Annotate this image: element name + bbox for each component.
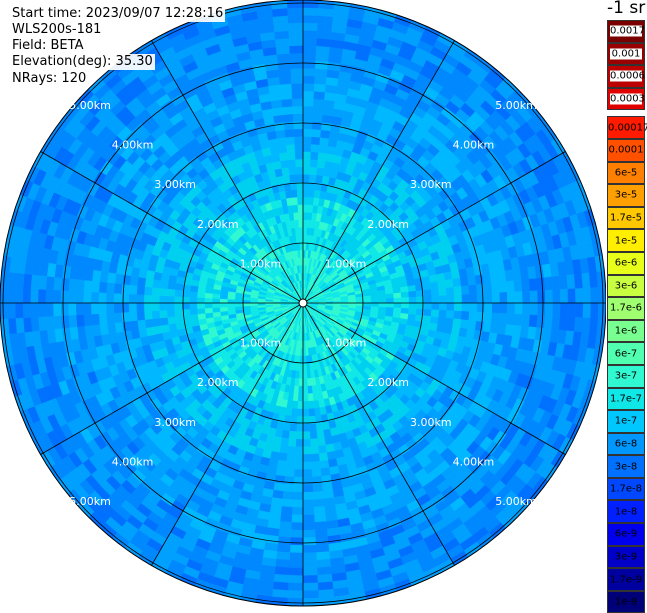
range-ring-label: 5.00km <box>69 99 111 112</box>
range-ring-label: 2.00km <box>197 218 239 231</box>
colorbar-label: 1e-6 <box>614 325 638 337</box>
azimuth-spoke <box>40 302 304 455</box>
colorbar-label: 1.7e-9 <box>609 574 643 586</box>
colorbar-swatch: 1.7e-6 <box>607 297 645 320</box>
colorbar-swatch: 0.00017 <box>607 116 647 139</box>
colorbar-swatch: 3e-5 <box>607 184 645 207</box>
colorbar-swatch: 0.0001 <box>607 138 645 162</box>
colorbar-swatch: 6e-7 <box>607 342 645 365</box>
colorbar-label: 3e-6 <box>614 280 638 292</box>
colorbar-swatch: 3e-7 <box>607 364 645 388</box>
azimuth-spoke <box>302 302 455 566</box>
range-ring-label: 2.00km <box>367 218 409 231</box>
colorbar-label: 6e-9 <box>614 528 638 540</box>
colorbar-swatch: 1.7e-5 <box>607 206 645 230</box>
radar-center-marker <box>298 298 308 308</box>
colorbar-swatch: 3e-6 <box>607 274 645 298</box>
colorbar-swatch: 1.7e-9 <box>607 568 645 591</box>
colorbar-label: 1.7e-6 <box>609 302 643 314</box>
polar-radar-display: 1.00km 1.00km 1.00km 1.00km 2.00km 2.00km 2.00… <box>0 0 606 607</box>
colorbar-swatch: 6e-9 <box>607 523 645 546</box>
colorbar-label: 0.0001 <box>608 144 644 156</box>
colorbar-swatch: 0.0003 <box>607 87 645 111</box>
range-ring-label: 5.00km <box>495 495 537 508</box>
azimuth-spoke <box>302 40 455 304</box>
range-ring-label: 4.00km <box>112 139 154 152</box>
colorbar-label: 6e-8 <box>614 438 638 450</box>
start-time-label: Start time: 2023/09/07 12:28:16 <box>10 6 226 22</box>
colorbar-label: 3e-9 <box>614 551 638 563</box>
colorbar-swatch: 1.7e-8 <box>607 477 645 501</box>
range-ring-label: 5.00km <box>69 495 111 508</box>
colorbar-label: 1.7e-8 <box>609 483 643 495</box>
colorbar-label: 0.001 <box>610 48 642 60</box>
colorbar-swatch: 6e-6 <box>607 251 645 275</box>
colorbar-label: 1e-7 <box>614 415 638 427</box>
range-ring-label: 2.00km <box>367 376 409 389</box>
azimuth-spoke <box>151 302 304 566</box>
range-ring-label: 5.00km <box>495 99 537 112</box>
colorbar-label: 6e-6 <box>614 257 638 269</box>
range-ring-label: 3.00km <box>154 178 196 191</box>
range-ring-label: 1.00km <box>325 257 367 270</box>
colorbar-label: 6e-7 <box>614 348 638 360</box>
colorbar-label: 1.7e-5 <box>609 212 643 224</box>
colorbar-swatch: 1e-8 <box>607 500 645 524</box>
colorbar-label: 1e-8 <box>614 506 638 518</box>
elevation-label: Elevation(deg): 35.30 <box>10 54 155 70</box>
range-ring-label: 3.00km <box>154 416 196 429</box>
colorbar-label: 1e-9 <box>614 596 638 608</box>
colorbar-unit: -1 sr <box>607 0 646 18</box>
range-ring-label: 1.00km <box>240 257 282 270</box>
colorbar-swatch: 0.0017 <box>607 20 645 43</box>
nrays-label: NRays: 120 <box>10 71 89 87</box>
range-ring-label: 4.00km <box>112 456 154 469</box>
colorbar-swatch: 1e-7 <box>607 410 645 433</box>
range-ring-label: 1.00km <box>325 337 367 350</box>
azimuth-spoke <box>302 151 566 304</box>
range-ring-label: 4.00km <box>453 139 495 152</box>
colorbar-swatch: 1e-5 <box>607 229 645 252</box>
colorbar-swatch: 0.001 <box>607 42 645 66</box>
colorbar-swatch: 1e-9 <box>607 590 645 613</box>
colorbar-swatch: 1.7e-7 <box>607 387 645 411</box>
range-ring-label: 1.00km <box>240 337 282 350</box>
colorbar-label: 1.7e-7 <box>609 393 643 405</box>
colorbar-label: 3e-5 <box>614 189 638 201</box>
azimuth-spoke <box>151 40 304 304</box>
colorbar-label: 0.0003 <box>610 93 645 105</box>
colorbar-swatch: 6e-8 <box>607 432 645 456</box>
colorbar-label: 1e-5 <box>614 235 638 247</box>
radar-data-bins <box>0 0 606 607</box>
azimuth-spoke <box>302 302 566 455</box>
colorbar-swatch: 3e-9 <box>607 545 645 569</box>
field-label: Field: BETA <box>10 38 86 54</box>
colorbar-label: 3e-8 <box>614 461 638 473</box>
colorbar-label: 0.00017 <box>608 122 647 134</box>
instrument-label: WLS200s-181 <box>10 22 104 38</box>
colorbar-label: 3e-7 <box>614 370 638 382</box>
azimuth-spoke <box>40 151 304 304</box>
colorbar-swatch: 6e-5 <box>607 161 645 185</box>
colorbar-swatch: 3e-8 <box>607 455 645 478</box>
colorbar-legend: 0.0017 0.001 0.0006 0.0003 0.00017 0.0001 6e-5… <box>607 20 647 613</box>
range-ring-label: 3.00km <box>410 416 452 429</box>
range-ring-label: 3.00km <box>410 178 452 191</box>
colorbar-label: 6e-5 <box>614 167 638 179</box>
range-ring-label: 4.00km <box>453 456 495 469</box>
colorbar-label: 0.0006 <box>610 70 645 82</box>
colorbar-swatch: 0.0006 <box>607 65 645 88</box>
range-ring-label: 2.00km <box>197 376 239 389</box>
colorbar-swatch: 1e-6 <box>607 319 645 343</box>
colorbar-label: 0.0017 <box>610 25 645 37</box>
